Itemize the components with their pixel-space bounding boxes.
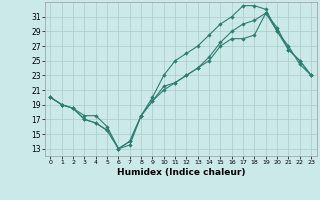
X-axis label: Humidex (Indice chaleur): Humidex (Indice chaleur) xyxy=(116,168,245,177)
